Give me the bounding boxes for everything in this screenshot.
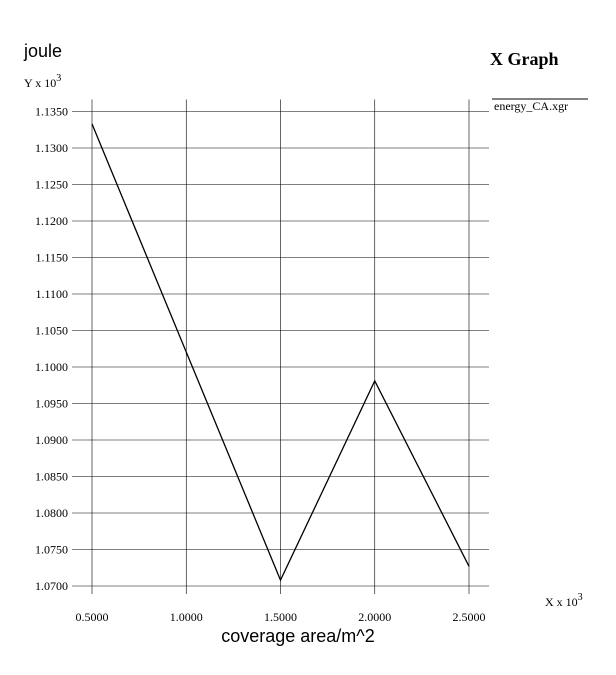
y-tick-label: 1.1200 [35, 214, 68, 228]
y-tick-label: 1.1250 [35, 178, 68, 192]
x-tick-label: 1.0000 [170, 610, 203, 624]
x-tick-label: 1.5000 [264, 610, 297, 624]
x-tick-label: 2.5000 [453, 610, 486, 624]
y-tick-label: 1.1150 [35, 251, 68, 265]
y-tick-label: 1.1350 [35, 105, 68, 119]
y-tick-label: 1.0800 [35, 506, 68, 520]
x-multiplier-label: X x 103 [545, 592, 583, 609]
y-tick-label: 1.0850 [35, 470, 68, 484]
x-tick-label: 2.0000 [358, 610, 391, 624]
x-axis-ticks: 0.5000 1.0000 1.5000 2.0000 2.5000 [76, 610, 486, 624]
series-layer [91, 123, 470, 582]
legend-entry: energy_CA.xgr [494, 99, 568, 113]
y-tick-label: 1.0950 [35, 397, 68, 411]
x-axis-label: coverage area/m^2 [221, 626, 375, 646]
x-tick-label: 0.5000 [76, 610, 109, 624]
series-line [91, 123, 470, 582]
y-tick-label: 1.1000 [35, 360, 68, 374]
y-multiplier-label: Y x 103 [24, 73, 61, 90]
y-axis-label: joule [23, 41, 62, 61]
legend: energy_CA.xgr [492, 98, 588, 113]
y-axis-ticks: 1.0700 1.0750 1.0800 1.0850 1.0900 1.0950 1.10… [35, 105, 68, 594]
y-tick-label: 1.1100 [35, 287, 68, 301]
y-tick-label: 1.0900 [35, 433, 68, 447]
y-tick-label: 1.0750 [35, 543, 68, 557]
y-tick-label: 1.0700 [35, 579, 68, 593]
y-tick-label: 1.1300 [35, 141, 68, 155]
y-tick-label: 1.1050 [35, 324, 68, 338]
chart-title: X Graph [490, 49, 559, 69]
grid [72, 99, 489, 594]
